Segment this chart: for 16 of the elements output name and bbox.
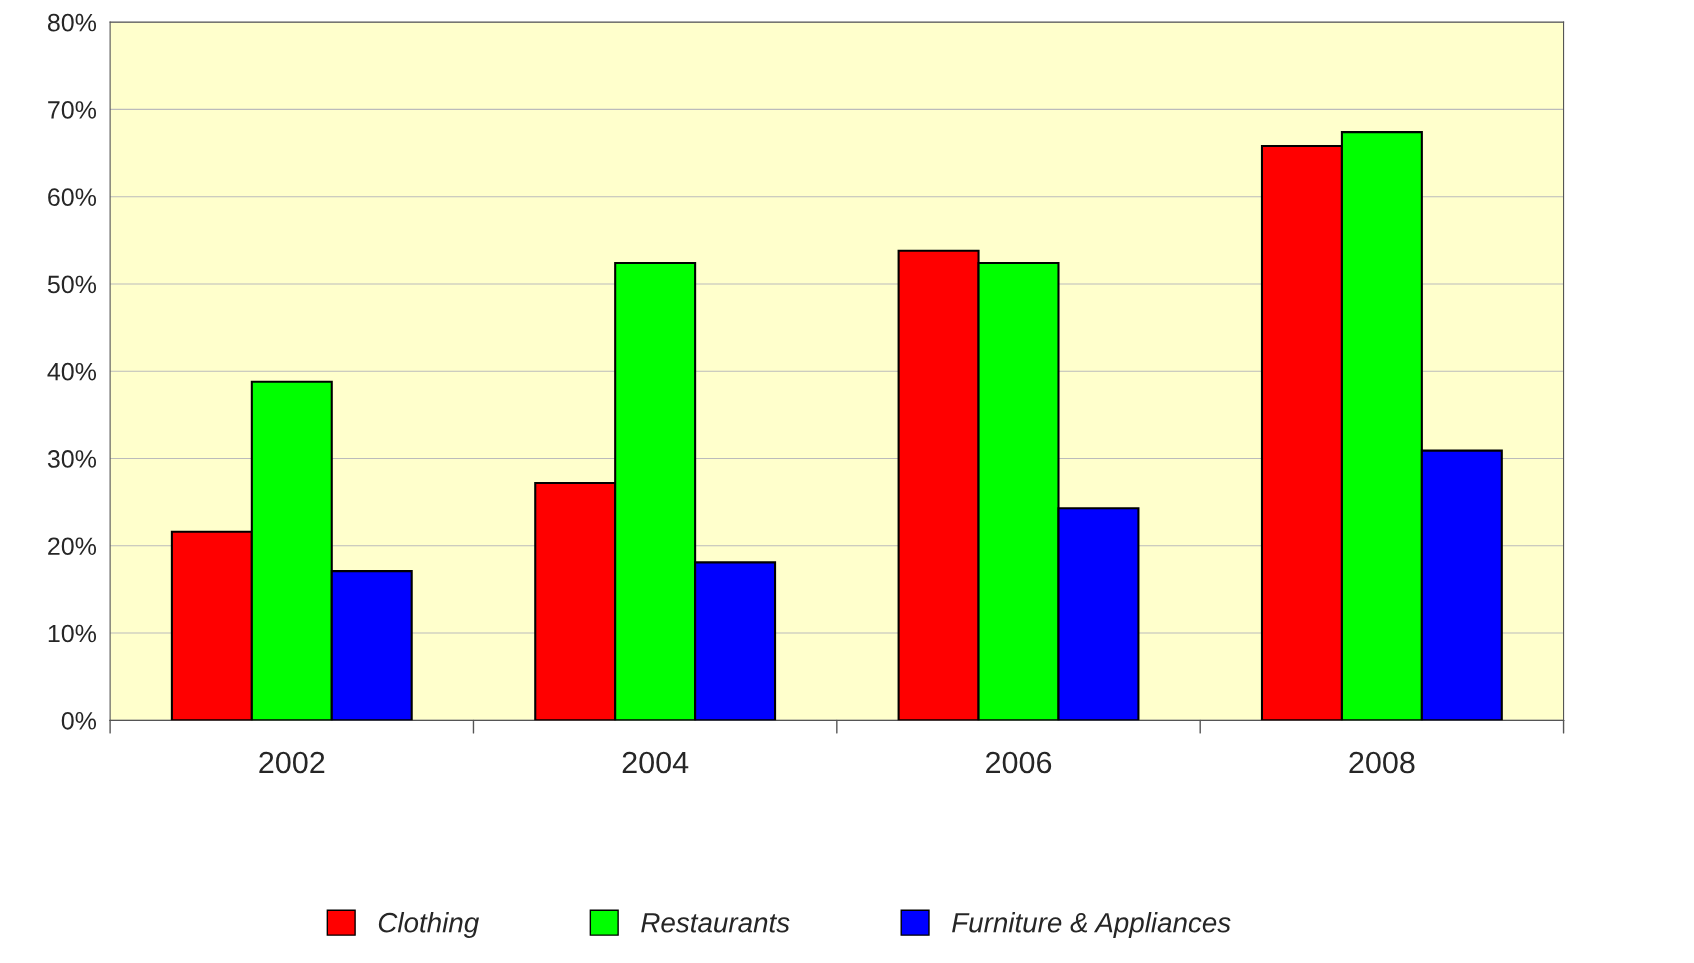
y-tick-label: 50%: [47, 275, 97, 294]
y-tick-label: 30%: [47, 450, 97, 468]
legend-label: Restaurants: [641, 913, 790, 933]
y-tick-label: 0%: [61, 711, 97, 730]
legend-label: Clothing: [378, 912, 479, 938]
y-tick-label: 80%: [47, 13, 97, 32]
legend-label: Furniture & Appliances: [952, 912, 1231, 938]
y-tick-label: 20%: [48, 537, 97, 556]
y-tick-label: 60%: [48, 188, 97, 206]
x-tick-label: 2002: [259, 751, 325, 774]
y-tick-label: 70%: [48, 101, 97, 119]
x-tick-label: 2008: [1349, 751, 1415, 774]
x-tick-label: 2004: [622, 751, 689, 774]
y-tick-label: 10%: [48, 624, 97, 643]
y-tick-label: 40%: [47, 362, 97, 381]
x-tick-label: 2006: [986, 751, 1052, 774]
